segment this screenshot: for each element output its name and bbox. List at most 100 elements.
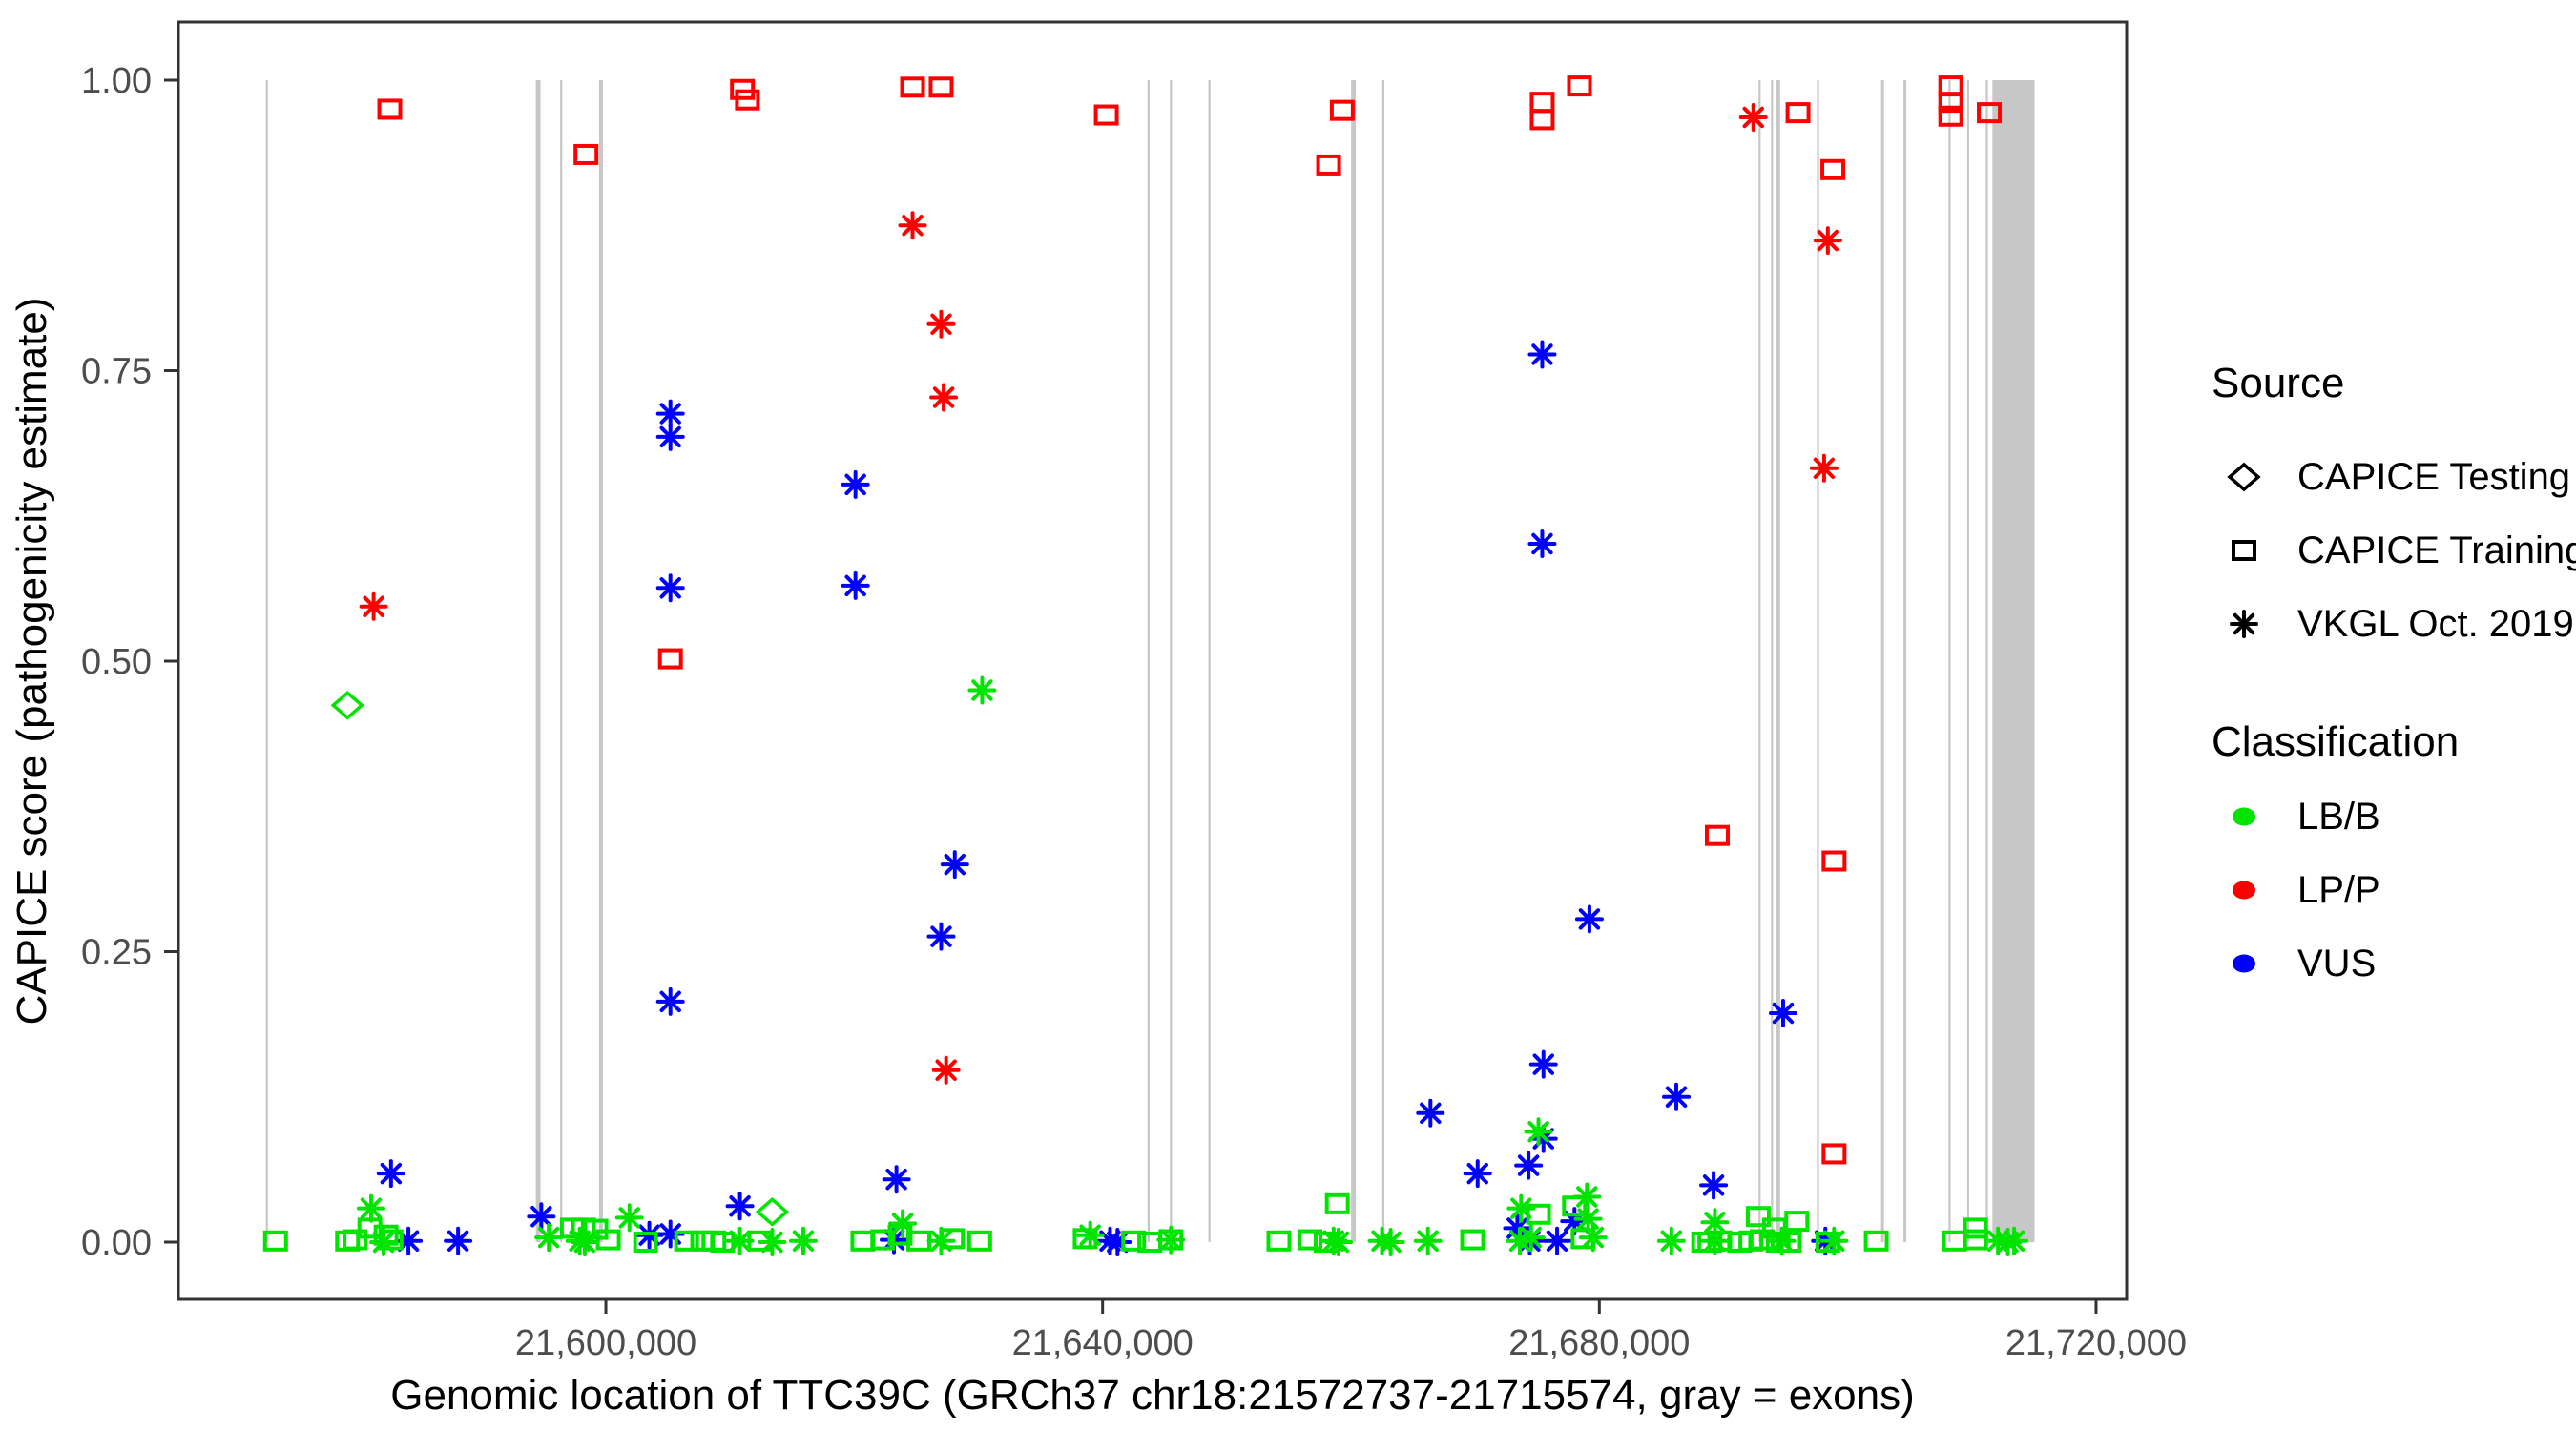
data-point-asterisk bbox=[570, 1228, 599, 1256]
exon-bar bbox=[560, 80, 563, 1242]
data-point-square bbox=[1460, 1229, 1485, 1251]
data-point-asterisk bbox=[655, 422, 685, 451]
data-point-square bbox=[1529, 109, 1555, 131]
exon-bar bbox=[1208, 80, 1211, 1242]
data-point-asterisk bbox=[376, 1159, 405, 1189]
data-point-square bbox=[1977, 102, 2003, 124]
exon-bar bbox=[535, 80, 541, 1242]
data-point-square bbox=[1072, 1228, 1098, 1250]
data-point-square bbox=[1749, 1229, 1775, 1251]
data-point-square bbox=[900, 76, 925, 98]
data-point-asterisk bbox=[841, 469, 870, 499]
data-point-square bbox=[633, 1232, 658, 1253]
y-tick-label: 1.00 bbox=[81, 61, 152, 101]
axes-layer: 1.00 0.75 0.50 0.25 0.00 21,600,000 21,640,000… bbox=[81, 20, 2187, 1363]
data-point-asterisk bbox=[1738, 102, 1768, 132]
legend-marker-square bbox=[2232, 540, 2256, 561]
legend-dot bbox=[2233, 807, 2255, 826]
y-tick-label: 0.25 bbox=[81, 933, 152, 973]
data-point-square bbox=[735, 89, 760, 111]
data-point-asterisk bbox=[655, 986, 685, 1016]
data-point-square bbox=[710, 1232, 736, 1253]
data-point-square bbox=[1863, 1230, 1889, 1252]
data-point-asterisk bbox=[1514, 1151, 1544, 1180]
data-point-square bbox=[906, 1230, 932, 1252]
data-point-square bbox=[378, 1229, 404, 1251]
data-point-asterisk bbox=[1075, 1220, 1105, 1250]
legend-label-classification: LP/P bbox=[2297, 869, 2380, 911]
data-point-asterisk bbox=[1516, 1223, 1546, 1253]
exon-bar bbox=[598, 80, 603, 1242]
data-point-square bbox=[343, 1229, 368, 1251]
data-point-asterisk bbox=[967, 675, 997, 705]
data-point-asterisk bbox=[1527, 340, 1557, 369]
data-point-square bbox=[1815, 1232, 1840, 1253]
data-point-square bbox=[1963, 1217, 1988, 1239]
exon-bar bbox=[1966, 80, 1970, 1242]
legend-label-source: VKGL Oct. 2019 bbox=[2297, 603, 2574, 645]
data-point-asterisk bbox=[394, 1226, 424, 1255]
exon-bar bbox=[1776, 80, 1780, 1242]
exon-bar bbox=[1758, 80, 1761, 1242]
legend-label-classification: VUS bbox=[2297, 943, 2376, 985]
panel-border bbox=[177, 20, 2129, 1301]
x-tick-label: 21,680,000 bbox=[1508, 1323, 1690, 1363]
legend-marker-asterisk bbox=[2230, 610, 2258, 638]
legend-label-classification: LB/B bbox=[2297, 796, 2380, 838]
data-point-asterisk bbox=[888, 1209, 918, 1238]
data-point-asterisk bbox=[1767, 1226, 1797, 1255]
data-point-asterisk bbox=[926, 922, 956, 951]
data-point-asterisk bbox=[655, 573, 685, 603]
legend: Source Classification CAPICE TestingCAPI… bbox=[2212, 360, 2576, 985]
legend-classification-title: Classification bbox=[2212, 718, 2459, 765]
x-tick-label: 21,720,000 bbox=[2005, 1323, 2187, 1363]
data-point-square bbox=[1093, 104, 1119, 126]
y-tick-label: 0.00 bbox=[81, 1223, 152, 1263]
data-point-square bbox=[1938, 105, 1963, 127]
y-tick-label: 0.75 bbox=[81, 352, 152, 392]
data-point-asterisk bbox=[1524, 1117, 1553, 1147]
y-axis-title: CAPICE score (pathogenicity estimate) bbox=[9, 298, 55, 1026]
data-point-asterisk bbox=[1819, 1226, 1849, 1255]
data-point-square bbox=[1776, 1232, 1802, 1253]
data-point-asterisk bbox=[1413, 1226, 1443, 1255]
data-point-asterisk bbox=[940, 850, 969, 880]
data-point-square bbox=[940, 1228, 966, 1250]
data-point-square bbox=[850, 1230, 876, 1252]
exon-bar bbox=[1381, 80, 1385, 1242]
data-point-square bbox=[1529, 92, 1555, 114]
data-point-square bbox=[1316, 154, 1341, 176]
data-point-square bbox=[928, 76, 954, 98]
data-point-diamond bbox=[755, 1197, 790, 1227]
x-tick-label: 21,600,000 bbox=[515, 1323, 696, 1363]
data-point-square bbox=[1820, 158, 1846, 180]
data-point-square bbox=[1942, 1230, 1967, 1252]
data-point-square bbox=[1158, 1229, 1184, 1251]
data-point-asterisk bbox=[931, 1055, 961, 1085]
legend-dot bbox=[2233, 881, 2255, 900]
data-point-asterisk bbox=[929, 383, 959, 412]
exon-bar bbox=[1992, 80, 2035, 1242]
data-point-asterisk bbox=[1768, 999, 1797, 1028]
data-point-square bbox=[373, 1224, 399, 1246]
legend-marker-diamond bbox=[2227, 462, 2261, 492]
legend-source-title: Source bbox=[2212, 360, 2344, 406]
data-point-square bbox=[1526, 1203, 1551, 1225]
data-point-asterisk bbox=[1662, 1082, 1692, 1111]
data-point-square bbox=[1121, 1230, 1147, 1252]
data-point-asterisk bbox=[758, 1228, 787, 1256]
data-point-asterisk bbox=[614, 1203, 644, 1233]
data-point-asterisk bbox=[1103, 1228, 1132, 1256]
data-point-asterisk bbox=[1506, 1226, 1535, 1255]
data-point-square bbox=[1963, 1229, 1988, 1251]
exon-bar bbox=[1817, 80, 1819, 1242]
data-point-asterisk bbox=[1700, 1208, 1730, 1237]
data-point-asterisk bbox=[534, 1223, 564, 1253]
data-point-square bbox=[1298, 1229, 1323, 1251]
data-point-asterisk bbox=[1809, 453, 1839, 483]
exon-bar bbox=[1170, 80, 1173, 1242]
data-point-asterisk bbox=[1656, 1226, 1686, 1255]
data-point-asterisk bbox=[527, 1202, 556, 1232]
